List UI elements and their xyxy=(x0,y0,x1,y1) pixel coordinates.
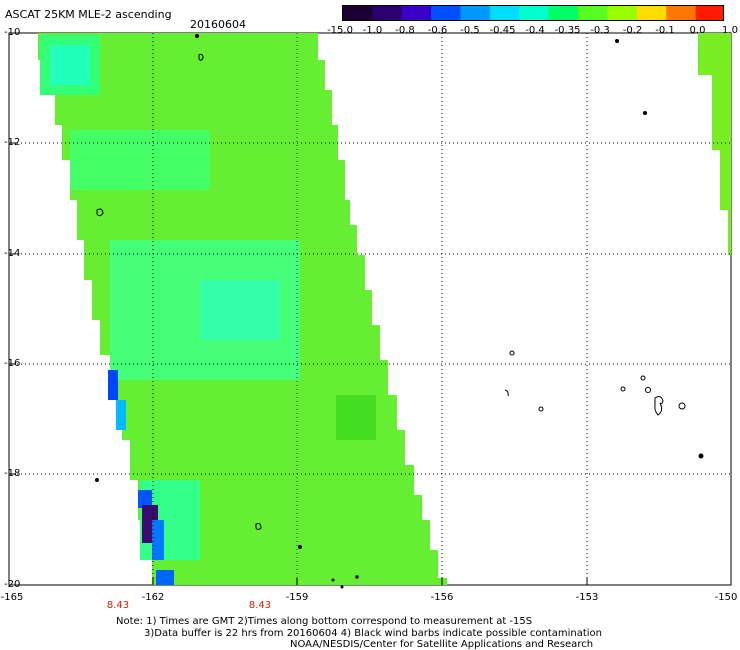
colorbar-label: -0.45 xyxy=(489,25,516,36)
colorbar-labels: -15.0 -1.0 -0.8 -0.6 -0.5 -0.45 -0.4 -0.35 -0.3 -… xyxy=(327,25,738,37)
lat-label-10: -10 xyxy=(4,27,21,38)
colorbar-label: -0.8 xyxy=(395,25,415,36)
colorbar-segment xyxy=(343,6,373,20)
swath-patch-2 xyxy=(50,45,90,85)
note-line-1: Note: 1) Times are GMT 2)Times along bot… xyxy=(116,616,533,627)
swath-edge-3 xyxy=(138,490,152,508)
colorbar-label: -0.2 xyxy=(622,25,643,36)
swath-patch-3 xyxy=(70,130,210,190)
lon-label-156: -156 xyxy=(430,592,454,603)
colorbar xyxy=(342,5,724,21)
time-label-2: 8.43 xyxy=(248,600,272,611)
colorbar-segment xyxy=(636,6,667,20)
grid-lines xyxy=(9,33,731,585)
colorbar-label: -15.0 xyxy=(327,25,353,36)
colorbar-segment xyxy=(401,6,432,20)
lat-label-18: -18 xyxy=(4,468,21,479)
colorbar-label: -1.0 xyxy=(362,25,383,36)
swath-right-strip xyxy=(698,33,731,255)
colorbar-segment xyxy=(372,6,403,20)
lon-label-162: -162 xyxy=(141,592,165,603)
colorbar-label: -0.35 xyxy=(554,25,581,36)
islands xyxy=(95,34,704,589)
lat-label-20: -20 xyxy=(4,579,21,590)
colorbar-label: -0.1 xyxy=(655,25,675,36)
note-line-3: NOAA/NESDIS/Center for Satellite Applica… xyxy=(290,639,594,650)
colorbar-segment xyxy=(695,6,723,20)
lat-label-16: -16 xyxy=(4,358,21,369)
colorbar-label: -0.4 xyxy=(525,25,545,36)
colorbar-segment xyxy=(607,6,638,20)
map-title: ASCAT 25KM MLE-2 ascending xyxy=(5,8,172,21)
colorbar-label: -0.6 xyxy=(427,25,448,36)
colorbar-label: -0.3 xyxy=(590,25,610,36)
colorbar-segment xyxy=(489,6,520,20)
lon-label-159: -159 xyxy=(285,592,309,603)
colorbar-label: 0.0 xyxy=(689,25,706,36)
swath-patch-7 xyxy=(336,395,376,440)
colorbar-segment xyxy=(548,6,579,20)
lon-label-153: -153 xyxy=(575,592,599,603)
lon-label-150: -150 xyxy=(714,592,738,603)
swath-edge-6 xyxy=(156,570,174,585)
lat-label-14: -14 xyxy=(4,248,21,259)
colorbar-segment xyxy=(431,6,462,20)
colorbar-segment xyxy=(519,6,550,20)
note-line-2: 3)Data buffer is 22 hrs from 20160604 4)… xyxy=(144,628,602,639)
lat-label-12: -12 xyxy=(4,137,21,148)
lon-label-165: -165 xyxy=(0,592,24,603)
swath-edge-5 xyxy=(152,520,164,560)
colorbar-segment xyxy=(666,6,697,20)
time-label-1: 8.43 xyxy=(106,600,130,611)
map-date: 20160604 xyxy=(190,18,246,31)
colorbar-label: -0.5 xyxy=(460,25,480,36)
colorbar-segment xyxy=(578,6,608,20)
swath-edge-1 xyxy=(108,370,118,400)
tick-marks xyxy=(9,142,588,585)
swath-edge-2 xyxy=(116,400,126,430)
swath-patch-5 xyxy=(200,280,280,340)
colorbar-segment xyxy=(460,6,491,20)
colorbar-label: 1.0 xyxy=(722,25,738,36)
